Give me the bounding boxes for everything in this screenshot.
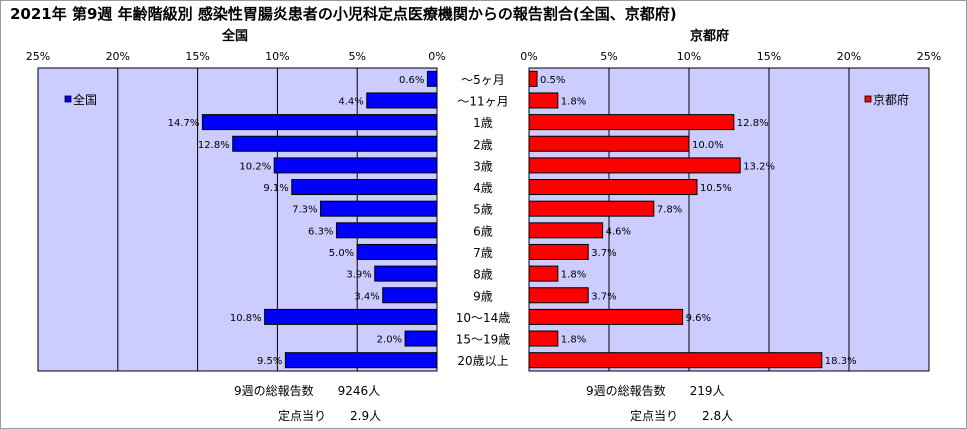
kyoto-bar <box>528 179 698 196</box>
national-data-label: 9.1% <box>263 183 288 194</box>
kyoto-data-label: 10.5% <box>700 183 732 194</box>
kyoto-data-label: 9.6% <box>686 313 711 324</box>
national-bar <box>284 352 438 369</box>
kyoto-panel-title: 京都府 <box>690 29 730 44</box>
kyoto-data-label: 13.2% <box>743 161 775 172</box>
national-tick-label: 10% <box>265 50 289 63</box>
national-data-label: 0.6% <box>399 75 424 86</box>
national-bar <box>404 330 438 347</box>
kyoto-bar <box>528 157 741 174</box>
kyoto-data-label: 10.0% <box>692 140 724 151</box>
kyoto-data-label: 3.7% <box>591 248 616 259</box>
chart-title: 2021年 第9週 年齢階級別 感染性胃腸炎患者の小児科定点医療機関からの報告割… <box>10 5 677 23</box>
national-tick-label: 15% <box>185 50 209 63</box>
national-total-reports: 9週の総報告数 9246人 <box>234 384 381 398</box>
kyoto-tick-label: 25% <box>917 50 941 63</box>
national-bar <box>374 265 438 282</box>
national-bar <box>366 92 438 109</box>
kyoto-bar <box>528 114 735 131</box>
kyoto-total-reports: 9週の総報告数 219人 <box>586 384 725 398</box>
national-data-label: 10.2% <box>239 161 271 172</box>
kyoto-tick-label: 0% <box>520 50 537 63</box>
national-panel-title: 全国 <box>222 29 249 44</box>
kyoto-bar <box>528 330 559 347</box>
national-bar <box>335 222 438 239</box>
national-bar <box>426 70 438 87</box>
category-label: 6歳 <box>473 224 493 238</box>
kyoto-bar <box>528 70 538 87</box>
kyoto-data-label: 0.5% <box>540 75 565 86</box>
kyoto-data-label: 1.8% <box>561 335 586 346</box>
category-label: 8歳 <box>473 268 493 282</box>
category-label: 10～14歳 <box>456 311 511 325</box>
national-data-label: 6.3% <box>308 226 333 237</box>
category-label: 9歳 <box>473 289 493 303</box>
national-data-label: 5.0% <box>329 248 354 259</box>
kyoto-tick-label: 20% <box>837 50 861 63</box>
kyoto-bar <box>528 287 589 304</box>
category-label: 5歳 <box>473 203 493 217</box>
kyoto-tick-label: 5% <box>600 50 617 63</box>
national-tick-label: 0% <box>428 50 445 63</box>
national-data-label: 10.8% <box>230 313 262 324</box>
national-tick-label: 25% <box>26 50 50 63</box>
kyoto-bar <box>528 222 604 239</box>
kyoto-data-label: 4.6% <box>606 226 631 237</box>
kyoto-data-label: 1.8% <box>561 96 586 107</box>
national-tick-label: 5% <box>348 50 365 63</box>
category-label: 4歳 <box>473 181 493 195</box>
kyoto-tick-label: 10% <box>677 50 701 63</box>
kyoto-bar <box>528 92 559 109</box>
kyoto-data-label: 1.8% <box>561 270 586 281</box>
kyoto-plot-area <box>528 67 930 372</box>
national-data-label: 4.4% <box>338 96 363 107</box>
category-label: 7歳 <box>473 246 493 260</box>
national-data-label: 3.9% <box>346 270 371 281</box>
national-bar <box>232 135 438 152</box>
kyoto-data-label: 12.8% <box>737 118 769 129</box>
national-bar <box>273 157 438 174</box>
national-data-label: 2.0% <box>377 335 402 346</box>
category-label: ～11ヶ月 <box>457 94 508 108</box>
national-data-label: 14.7% <box>168 118 200 129</box>
national-per-site: 定点当り 2.9人 <box>278 409 382 423</box>
national-data-label: 3.4% <box>354 291 379 302</box>
national-bar <box>291 179 438 196</box>
national-legend-swatch <box>64 95 72 103</box>
category-label: ～5ヶ月 <box>461 73 505 87</box>
kyoto-tick-label: 15% <box>757 50 781 63</box>
national-data-label: 7.3% <box>292 205 317 216</box>
kyoto-legend-swatch <box>864 95 872 103</box>
kyoto-data-label: 7.8% <box>657 205 682 216</box>
category-label: 20歳以上 <box>457 354 508 368</box>
kyoto-bar <box>528 135 690 152</box>
kyoto-data-label: 3.7% <box>591 291 616 302</box>
kyoto-bar <box>528 308 684 325</box>
national-data-label: 12.8% <box>198 140 230 151</box>
national-plot-area <box>37 67 438 372</box>
kyoto-legend-label: 京都府 <box>873 92 909 107</box>
national-bar <box>201 114 438 131</box>
category-label: 3歳 <box>473 159 493 173</box>
kyoto-bar <box>528 265 559 282</box>
national-bar <box>382 287 438 304</box>
national-bar <box>264 308 438 325</box>
national-data-label: 9.5% <box>257 356 282 367</box>
national-bar <box>319 200 438 217</box>
category-label: 1歳 <box>473 116 493 130</box>
national-legend-label: 全国 <box>73 92 97 107</box>
kyoto-per-site: 定点当り 2.8人 <box>630 409 734 423</box>
category-label: 15～19歳 <box>456 333 511 347</box>
national-tick-label: 20% <box>106 50 130 63</box>
kyoto-bar <box>528 200 655 217</box>
kyoto-data-label: 18.3% <box>825 356 857 367</box>
kyoto-bar <box>528 243 589 260</box>
kyoto-bar <box>528 352 823 369</box>
category-label: 2歳 <box>473 138 493 152</box>
national-bar <box>356 243 438 260</box>
